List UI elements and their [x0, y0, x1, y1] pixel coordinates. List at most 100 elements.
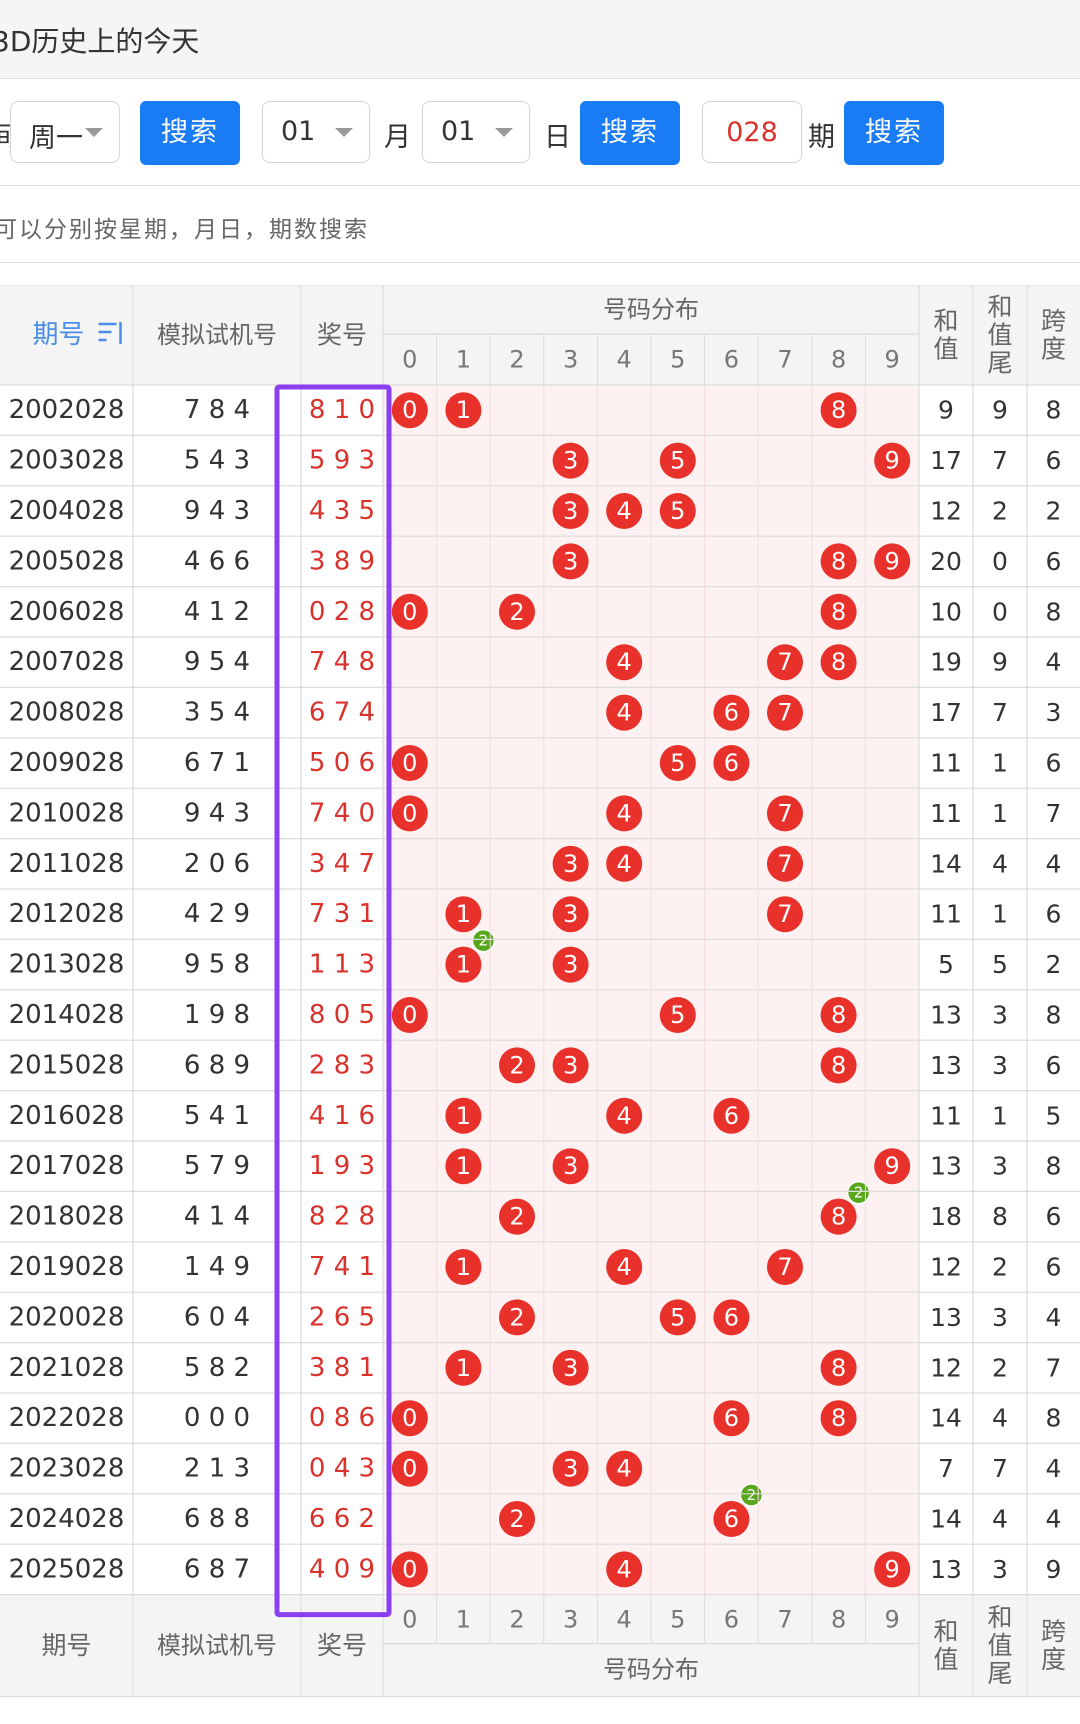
weekday-search-button[interactable]: 搜索: [140, 101, 240, 165]
number-ball: [391, 1400, 428, 1437]
number-ball: [820, 1047, 857, 1084]
number-ball-label: 2: [509, 598, 524, 626]
number-ball-label: 1: [456, 1354, 471, 1382]
number-ball: [606, 845, 643, 882]
issue-cell: 2017028: [9, 1151, 125, 1181]
issue-cell: 2004028: [9, 496, 125, 526]
prize-cell: 7 4 8: [309, 647, 375, 677]
issue-cell: 2012028: [9, 899, 125, 929]
number-ball: [767, 1249, 803, 1285]
day-select[interactable]: 01: [422, 101, 530, 163]
table-row: [0, 1544, 383, 1595]
sum-cell: 13: [930, 1555, 962, 1584]
digit-footer: 8: [831, 1606, 846, 1634]
issue-search-button[interactable]: 搜索: [844, 101, 944, 165]
span-cell: 8: [1046, 1001, 1062, 1030]
span-cell: 7: [1046, 1353, 1062, 1382]
issue-footer: 期号: [41, 1631, 91, 1660]
number-ball-label: 3: [563, 951, 578, 979]
stats-row-bg: [919, 889, 1080, 940]
number-ball: [713, 1097, 750, 1134]
issue-input[interactable]: 028: [702, 101, 802, 163]
number-ball-label: 6: [724, 1404, 739, 1432]
sum-tail-footer: 尾: [987, 1659, 1012, 1688]
number-ball-label: 6: [724, 1303, 739, 1331]
month-select[interactable]: 01: [262, 101, 370, 163]
sim-header: 模拟试机号: [157, 321, 277, 349]
number-ball-label: 0: [402, 799, 417, 827]
number-ball-label: 0: [402, 1555, 417, 1583]
digit-footer: 9: [885, 1606, 900, 1634]
month-value: 01: [281, 116, 316, 147]
month-label: 月: [384, 122, 411, 153]
day-value: 01: [441, 116, 476, 147]
number-ball: [820, 1400, 857, 1437]
digit-footer: 4: [617, 1606, 632, 1634]
issue-header-sort[interactable]: 期号: [32, 320, 84, 350]
number-ball-label: 6: [724, 1505, 739, 1533]
issue-cell: 2022028: [9, 1403, 125, 1433]
span-cell: 9: [1046, 1555, 1062, 1584]
sum-tail-cell: 1: [992, 900, 1008, 929]
number-ball: [499, 1047, 535, 1084]
prize-highlight-box: [274, 384, 392, 1618]
stats-row-bg: [919, 637, 1080, 688]
number-ball: [499, 1501, 535, 1537]
sum-tail-cell: 5: [992, 950, 1008, 979]
number-ball: [767, 896, 803, 933]
number-ball: [767, 694, 803, 731]
sum-tail-cell: 7: [992, 1454, 1008, 1483]
sum-cell: 11: [930, 749, 962, 778]
weekday-select[interactable]: 周一: [10, 101, 120, 163]
number-ball: [874, 1148, 911, 1185]
number-ball: [391, 745, 428, 781]
sim-cell: 4 2 9: [184, 899, 250, 929]
sum-cell: 10: [930, 597, 962, 626]
number-ball-label: 2: [509, 1203, 524, 1231]
number-ball: [820, 644, 857, 681]
number-ball-label: 5: [670, 1303, 685, 1331]
repeat-badge-label: 2: [854, 1184, 864, 1202]
sim-cell: 9 4 3: [184, 496, 250, 526]
number-ball: [391, 1551, 428, 1588]
issue-cell: 2013028: [9, 950, 125, 980]
number-ball: [552, 543, 589, 580]
number-ball: [767, 795, 803, 832]
issue-cell: 2003028: [9, 446, 125, 476]
number-ball: [606, 493, 643, 529]
prize-cell: 6 6 2: [309, 1504, 375, 1534]
weekday-value: 周一: [29, 123, 83, 154]
span-cell: 6: [1046, 446, 1062, 475]
stats-row-bg: [919, 1090, 1080, 1141]
prize-cell: 3 4 7: [309, 849, 375, 879]
sum-cell: 12: [930, 497, 962, 526]
digit-header: 3: [563, 346, 578, 374]
digit-footer: 7: [777, 1606, 792, 1634]
number-ball: [391, 795, 428, 832]
number-ball-label: 6: [724, 749, 739, 777]
number-ball-label: 4: [617, 1455, 632, 1483]
number-ball-label: 8: [831, 396, 846, 424]
number-ball-label: 3: [563, 1152, 578, 1180]
date-search-button[interactable]: 搜索: [580, 101, 680, 165]
number-ball-label: 1: [456, 951, 471, 979]
prize-cell: 6 7 4: [309, 698, 375, 728]
table-row: [0, 485, 383, 537]
distribution-footer: 号码分布: [603, 1656, 699, 1684]
chevron-down-icon: [335, 128, 353, 137]
number-ball-label: 3: [563, 850, 578, 878]
sum-cell: 7: [938, 1454, 954, 1483]
number-ball-label: 2: [509, 1303, 524, 1331]
number-ball-label: 2: [509, 1505, 524, 1533]
sum-tail-header: 尾: [987, 349, 1012, 378]
stats-row-bg: [919, 838, 1080, 889]
number-ball-label: 8: [831, 1051, 846, 1079]
number-ball: [606, 694, 643, 731]
number-ball: [820, 593, 857, 630]
stats-row-bg: [919, 536, 1080, 587]
number-ball-label: 0: [402, 598, 417, 626]
number-ball: [606, 1249, 643, 1285]
number-ball: [445, 1249, 482, 1285]
sum-tail-cell: 0: [992, 547, 1008, 576]
number-ball: [606, 1551, 643, 1588]
